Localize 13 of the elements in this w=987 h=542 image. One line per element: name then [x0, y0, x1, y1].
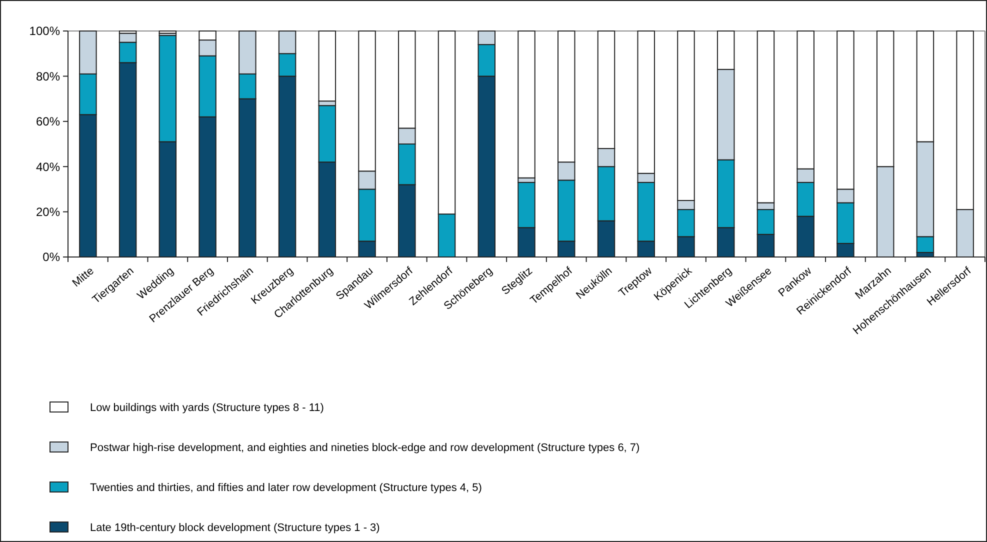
- y-tick-label: 100%: [29, 24, 60, 38]
- y-tick-label: 0%: [42, 250, 60, 264]
- y-tick-label: 60%: [36, 114, 60, 129]
- y-tick-label: 40%: [36, 160, 60, 174]
- legend-label: Low buildings with yards (Structure types 8 - 11): [90, 402, 324, 414]
- x-tick-label: Mitte: [70, 265, 96, 290]
- bar: [318, 30, 336, 102]
- y-tick-label: 80%: [36, 69, 60, 84]
- y-tick-label: 20%: [36, 205, 60, 219]
- legend-label: Twenties and thirties, and fifties and later row development (Structure types 4, 5): [90, 482, 482, 494]
- bar: [158, 30, 177, 34]
- legend-label: Late 19th-century block development (Structure types 1 - 3): [90, 522, 380, 534]
- legend-label: Postwar high-rise development, and eighties and nineties block-edge and row development (Structure types 6, 7): [90, 442, 640, 454]
